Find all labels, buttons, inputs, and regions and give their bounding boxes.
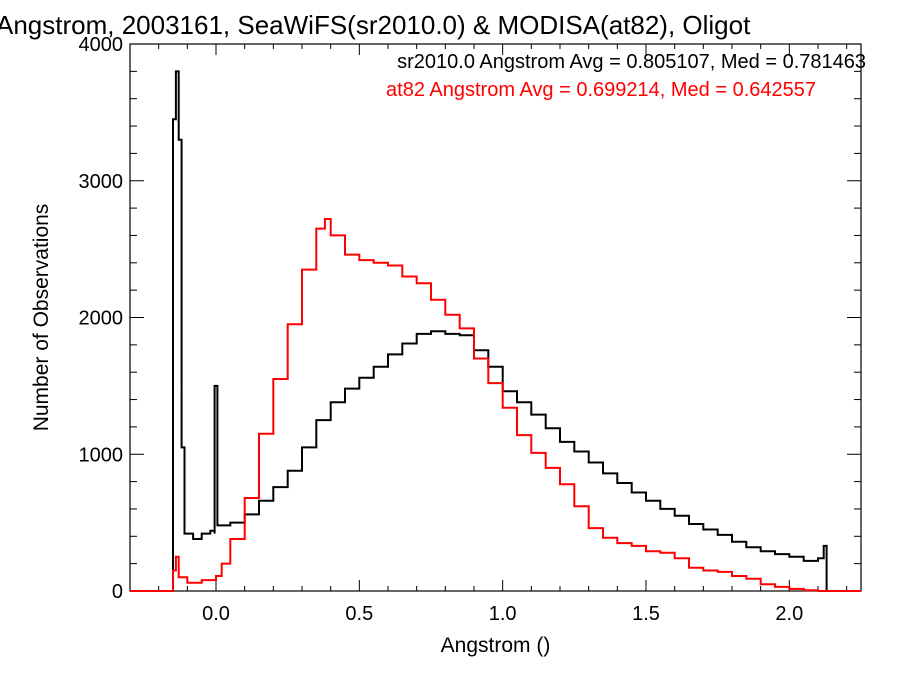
x-axis-label: Angstrom ()	[441, 634, 551, 657]
x-tick-label: 0.5	[345, 603, 373, 625]
chart-title: Angstrom, 2003161, SeaWiFS(sr2010.0) & M…	[0, 10, 751, 40]
axis-ticks	[130, 43, 861, 592]
series-line-0	[171, 70, 830, 592]
x-tick-label: 1.0	[489, 603, 517, 625]
plot-frame	[129, 43, 862, 592]
legend-annotation-at82: at82 Angstrom Avg = 0.699214, Med = 0.64…	[386, 79, 816, 101]
y-tick-label: 4000	[79, 34, 124, 56]
axis-tick-labels: 0.0 0.5 1.0 1.5 2.0 0 1000 2000 3000 4000	[79, 34, 804, 625]
x-tick-label: 0.0	[202, 603, 230, 625]
x-tick-label: 1.5	[632, 603, 660, 625]
series-line-1	[130, 218, 861, 592]
y-axis-label: Number of Observations	[30, 204, 53, 432]
legend-annotation-sr2010: sr2010.0 Angstrom Avg = 0.805107, Med = …	[397, 51, 866, 73]
y-tick-label: 2000	[79, 308, 124, 330]
y-tick-label: 0	[112, 581, 123, 603]
x-tick-label: 2.0	[775, 603, 803, 625]
series-group	[130, 70, 861, 592]
y-tick-label: 3000	[79, 171, 124, 193]
y-tick-label: 1000	[79, 444, 124, 466]
